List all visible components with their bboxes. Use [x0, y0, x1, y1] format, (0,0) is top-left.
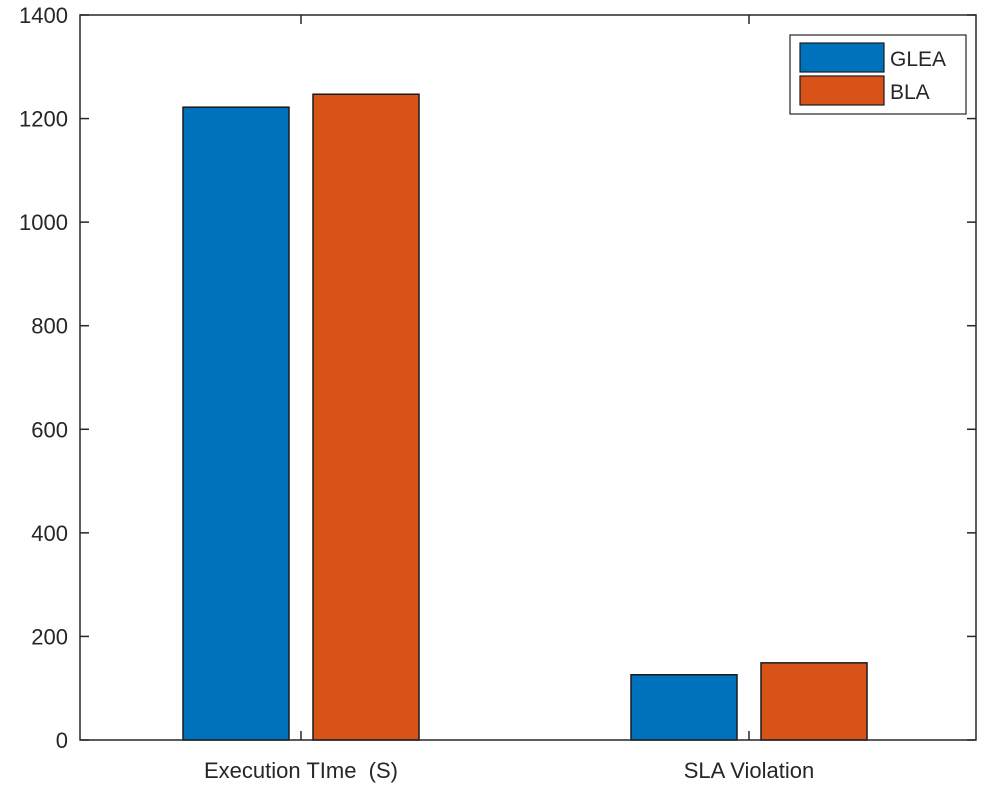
bar-bla-2 — [760, 662, 868, 741]
y-tick-label: 1200 — [19, 107, 68, 132]
y-tick-label: 1400 — [19, 3, 68, 28]
axes-box — [79, 14, 977, 741]
x-tick-label: SLA Violation — [684, 758, 814, 783]
y-tick-label: 600 — [31, 417, 68, 442]
y-tick-label: 400 — [31, 521, 68, 546]
y-tick-label: 1000 — [19, 210, 68, 235]
y-tick-label: 0 — [56, 728, 68, 753]
axes-group: Execution TIme (S) SLA Violation 0 200 400 60… — [19, 3, 977, 783]
legend-label-glea: GLEA — [890, 48, 946, 71]
y-tick-label: 800 — [31, 314, 68, 339]
legend-label-bla: BLA — [890, 81, 930, 104]
x-tick-label: Execution TIme (S) — [204, 758, 398, 783]
legend-swatch-glea — [799, 42, 885, 73]
bar-bla-1 — [312, 93, 420, 741]
bar-glea-2 — [630, 674, 738, 741]
bar-glea-1 — [182, 106, 290, 741]
bars-group — [182, 93, 868, 741]
legend-swatch-bla — [799, 75, 885, 106]
legend: GLEA BLA — [789, 34, 967, 115]
y-tick-label: 200 — [31, 624, 68, 649]
